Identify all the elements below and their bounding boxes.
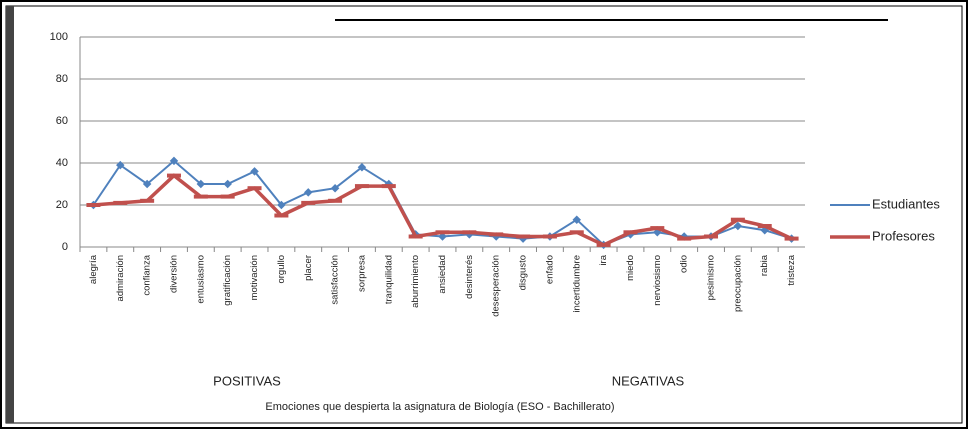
point-marker xyxy=(357,162,367,172)
point-marker xyxy=(462,230,477,235)
x-tick-label: disgusto xyxy=(518,255,529,290)
point-marker xyxy=(196,179,206,189)
y-tick-label: 40 xyxy=(56,157,68,169)
point-marker xyxy=(757,224,772,228)
point-marker xyxy=(113,200,128,205)
point-marker xyxy=(542,234,557,239)
point-marker xyxy=(274,213,289,218)
y-tick-label: 80 xyxy=(56,73,68,85)
point-marker xyxy=(677,236,692,241)
point-marker xyxy=(247,186,262,191)
x-tick-label: aburrimiento xyxy=(410,255,421,308)
x-tick-label: placer xyxy=(303,255,314,281)
point-marker xyxy=(354,184,369,189)
x-tick-label: odio xyxy=(679,255,690,273)
x-tick-label: enfado xyxy=(544,255,555,284)
x-tick-label: orgullo xyxy=(276,255,287,284)
point-marker xyxy=(277,200,286,210)
point-marker xyxy=(223,179,232,189)
side-bar xyxy=(6,6,14,423)
point-marker xyxy=(140,198,155,203)
x-tick-label: tristeza xyxy=(786,254,797,285)
y-tick-label: 20 xyxy=(56,199,68,211)
point-marker xyxy=(516,234,531,239)
point-marker xyxy=(301,200,316,205)
point-marker xyxy=(220,194,235,199)
x-tick-label: nerviosismo xyxy=(652,255,663,306)
point-marker xyxy=(650,226,665,231)
point-marker xyxy=(489,232,504,237)
legend-label: Profesores xyxy=(872,228,935,243)
point-marker xyxy=(623,230,638,235)
point-marker xyxy=(704,234,719,239)
x-tick-label: ira xyxy=(598,254,609,265)
point-marker xyxy=(193,194,208,199)
x-tick-label: tranquilidad xyxy=(383,255,394,304)
group-label: POSITIVAS xyxy=(213,373,281,388)
y-tick-label: 60 xyxy=(56,115,68,127)
point-marker xyxy=(569,230,584,235)
legend-label: Estudiantes xyxy=(872,196,940,211)
y-tick-label: 100 xyxy=(50,31,68,43)
point-marker xyxy=(381,184,396,189)
x-tick-label: diversión xyxy=(168,255,179,293)
x-tick-label: sorpresa xyxy=(356,254,367,292)
x-tick-label: incertidumbre xyxy=(571,255,582,313)
x-tick-label: ansiedad xyxy=(437,255,448,294)
y-tick-label: 0 xyxy=(62,241,68,253)
point-marker xyxy=(408,234,423,239)
point-marker xyxy=(303,188,313,197)
inner-border xyxy=(5,5,963,424)
x-axis-title: Emociones que despierta la asignatura de… xyxy=(265,401,614,413)
point-marker xyxy=(435,230,450,235)
point-marker xyxy=(116,160,125,170)
point-marker xyxy=(142,179,152,189)
x-tick-label: satisfacción xyxy=(330,255,341,305)
x-tick-label: preocupación xyxy=(732,255,743,312)
x-tick-label: miedo xyxy=(625,255,636,281)
point-marker xyxy=(328,198,343,203)
x-tick-label: alegría xyxy=(88,254,99,284)
point-marker xyxy=(596,242,611,247)
x-tick-label: desinterés xyxy=(464,255,475,299)
point-marker xyxy=(784,236,799,241)
point-marker xyxy=(330,183,340,193)
x-tick-label: admiración xyxy=(115,255,126,301)
point-marker xyxy=(166,173,181,178)
x-tick-label: desesperación xyxy=(491,255,502,317)
x-tick-label: pesimismo xyxy=(706,255,717,300)
point-marker xyxy=(86,203,101,207)
point-marker xyxy=(250,167,259,176)
x-tick-label: confianza xyxy=(142,254,153,295)
point-marker xyxy=(169,156,179,166)
point-marker xyxy=(730,217,745,222)
x-tick-label: motivación xyxy=(249,255,260,300)
x-tick-label: rabia xyxy=(759,254,770,276)
x-tick-label: gratificación xyxy=(222,255,233,306)
x-tick-label: entusiasmo xyxy=(195,255,206,304)
group-label: NEGATIVAS xyxy=(612,373,685,388)
